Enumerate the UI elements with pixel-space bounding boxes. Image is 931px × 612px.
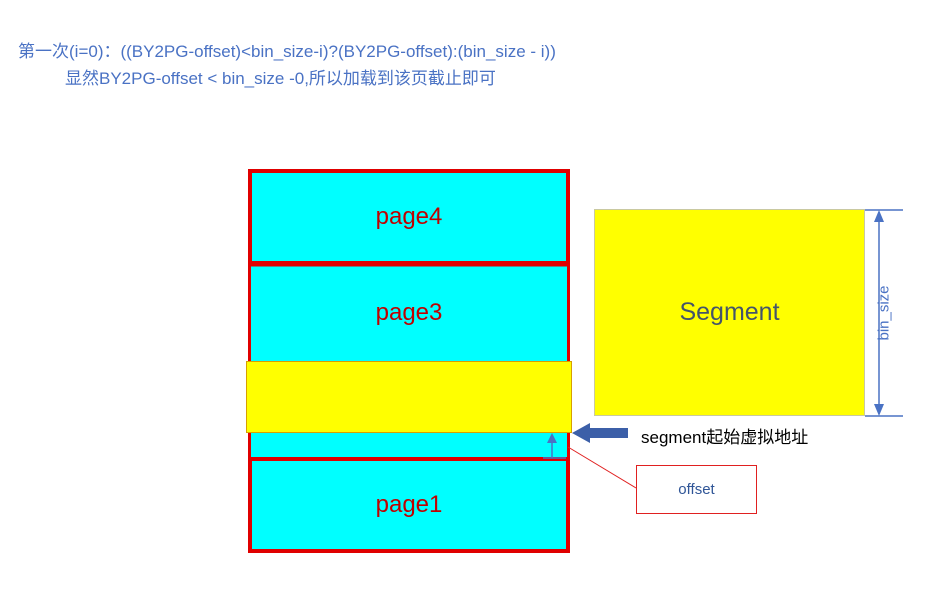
bin-size-arrowhead-top (874, 210, 884, 222)
segment-start-arrow (572, 423, 628, 443)
page1-label: page1 (375, 491, 443, 518)
offset-label: offset (678, 481, 715, 498)
caption-line-1: 第一次(i=0)：((BY2PG-offset)<bin_size-i)?(BY… (18, 42, 556, 61)
offset-callout-box: offset (636, 465, 757, 514)
offset-indicator-arrowhead (547, 433, 557, 443)
offset-callout-leader (567, 446, 637, 489)
page3-box: page3 (248, 265, 570, 361)
page3-label: page3 (375, 299, 443, 326)
page4-box: page4 (248, 169, 570, 265)
loaded-segment-region (246, 361, 572, 433)
segment-start-label: segment起始虚拟地址 (641, 428, 809, 447)
page1-box: page1 (248, 457, 570, 553)
bin-size-arrowhead-bottom (874, 404, 884, 416)
segment-box: Segment (594, 209, 865, 416)
page2-box (248, 433, 570, 457)
page4-label: page4 (375, 203, 443, 230)
bin-size-label: bin_size (875, 285, 893, 341)
caption-line-2: 显然BY2PG-offset < bin_size -0,所以加载到该页截止即可 (65, 69, 496, 88)
segment-label: Segment (679, 298, 780, 326)
